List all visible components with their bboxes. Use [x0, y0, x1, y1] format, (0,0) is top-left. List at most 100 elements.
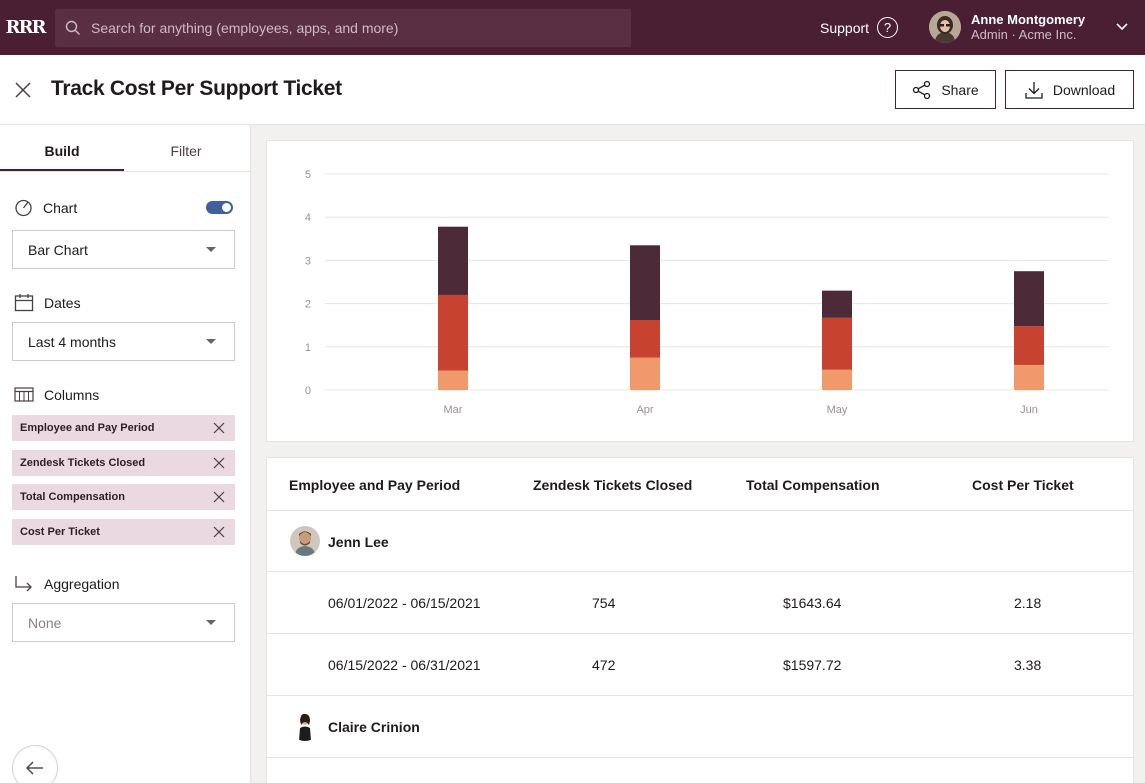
chart-label: Chart	[43, 199, 78, 216]
top-nav-bar: RRR Support ? Anne Montgomery Admin · Ac…	[0, 0, 1145, 55]
tickets-cell: 754	[592, 595, 616, 611]
search-input[interactable]	[91, 20, 611, 36]
sidebar-tabs: Build Filter	[0, 125, 250, 172]
column-header-employee[interactable]: Employee and Pay Period	[289, 477, 461, 493]
chart-type-value: Bar Chart	[28, 241, 88, 258]
help-icon: ?	[877, 17, 899, 38]
data-table: Employee and Pay Period Zendesk Tickets …	[266, 457, 1134, 783]
column-chip: Cost Per Ticket	[12, 519, 235, 545]
y-tick-label: 1	[305, 342, 311, 354]
column-chip: Total Compensation	[12, 484, 235, 510]
column-chip: Employee and Pay Period	[12, 415, 235, 441]
caret-down-icon	[206, 339, 216, 344]
avatar	[290, 711, 320, 741]
dates-select[interactable]: Last 4 months	[12, 322, 235, 361]
close-icon[interactable]	[14, 81, 32, 99]
y-tick-label: 4	[305, 212, 311, 224]
x-tick-label: Apr	[636, 404, 653, 416]
bar-segment[interactable]	[438, 370, 468, 390]
bar-segment[interactable]	[822, 290, 852, 318]
global-search[interactable]	[55, 9, 631, 47]
x-tick-label: Mar	[444, 404, 463, 416]
page-header: Track Cost Per Support Ticket Share Down…	[0, 55, 1145, 125]
bar-segment[interactable]	[1014, 364, 1044, 390]
support-link[interactable]: Support ?	[820, 17, 899, 38]
bar-segment[interactable]	[822, 317, 852, 370]
y-tick-label: 0	[305, 385, 311, 397]
tab-build[interactable]: Build	[0, 125, 124, 171]
bar-segment[interactable]	[438, 294, 468, 371]
remove-icon[interactable]	[213, 457, 225, 469]
pay-period-cell: 06/01/2022 - 06/15/2021	[328, 595, 481, 611]
y-tick-label: 2	[305, 299, 311, 311]
user-role: Admin · Acme Inc.	[971, 27, 1077, 42]
bar-segment[interactable]	[822, 369, 852, 390]
download-label: Download	[1052, 81, 1116, 98]
chart-section-label: Chart	[14, 198, 77, 217]
chevron-down-icon[interactable]	[1115, 20, 1129, 34]
download-button[interactable]: Download	[1005, 70, 1134, 109]
remove-icon[interactable]	[213, 526, 225, 538]
back-button[interactable]	[12, 745, 58, 783]
aggregation-label: Aggregation	[44, 575, 120, 592]
tab-filter[interactable]: Filter	[170, 143, 202, 159]
remove-icon[interactable]	[213, 491, 225, 503]
dates-value: Last 4 months	[28, 333, 116, 350]
cost-cell: 2.18	[1014, 595, 1042, 611]
calendar-icon	[14, 294, 34, 312]
column-header-tickets[interactable]: Zendesk Tickets Closed	[533, 477, 693, 493]
columns-section-label: Columns	[14, 386, 99, 403]
stacked-bar-chart: 0 1 2 3 4 5 Mar Apr May Jun	[305, 169, 1109, 416]
person-photo-icon	[290, 526, 320, 556]
page-title: Track Cost Per Support Ticket	[51, 77, 342, 100]
share-icon	[913, 80, 931, 99]
support-label: Support	[820, 19, 870, 36]
y-tick-label: 3	[305, 255, 311, 267]
bar-segment[interactable]	[630, 320, 660, 358]
avatar	[929, 11, 961, 43]
dates-label: Dates	[44, 294, 81, 311]
app-logo[interactable]: RRR	[5, 17, 47, 38]
bar-segment[interactable]	[438, 226, 468, 295]
column-header-compensation[interactable]: Total Compensation	[746, 477, 880, 493]
share-button[interactable]: Share	[895, 70, 996, 109]
user-name: Anne Montgomery	[971, 12, 1086, 27]
pay-period-cell: 06/15/2022 - 06/31/2021	[328, 657, 481, 673]
bar-segment[interactable]	[630, 357, 660, 390]
x-tick-label: May	[827, 404, 848, 416]
pie-chart-icon	[15, 199, 32, 217]
bar-segment[interactable]	[630, 245, 660, 321]
tickets-cell: 472	[592, 657, 616, 673]
download-icon	[1025, 81, 1043, 99]
aggregation-select[interactable]: None	[12, 603, 235, 642]
group-row[interactable]: Claire Crinion	[267, 695, 1133, 757]
table-columns-icon	[14, 387, 34, 402]
column-header-cost[interactable]: Cost Per Ticket	[972, 477, 1074, 493]
group-row[interactable]: Jenn Lee	[267, 510, 1133, 572]
table-row[interactable]	[267, 757, 1133, 783]
chart-type-select[interactable]: Bar Chart	[12, 230, 235, 269]
toggle-knob	[222, 203, 231, 212]
aggregation-value: None	[28, 614, 62, 631]
column-chip: Zendesk Tickets Closed	[12, 450, 235, 476]
arrow-left-icon	[26, 761, 43, 775]
aggregation-section-label: Aggregation	[14, 574, 120, 593]
compensation-cell: $1597.72	[783, 657, 842, 673]
dates-section-label: Dates	[14, 293, 81, 312]
bar-segment[interactable]	[1014, 271, 1044, 327]
user-menu[interactable]: Anne Montgomery Admin · Acme Inc.	[929, 11, 1085, 43]
bar-segment[interactable]	[1014, 326, 1044, 365]
chart-toggle[interactable]	[206, 201, 233, 214]
cost-cell: 3.38	[1014, 657, 1042, 673]
share-label: Share	[941, 81, 979, 98]
user-photo-icon	[929, 11, 961, 43]
caret-down-icon	[206, 620, 216, 625]
employee-name: Claire Crinion	[328, 719, 420, 735]
y-tick-label: 5	[305, 169, 311, 181]
remove-icon[interactable]	[213, 422, 225, 434]
table-row[interactable]: 06/15/2022 - 06/31/2021 472 $1597.72 3.3…	[267, 633, 1133, 695]
chart-panel: 0 1 2 3 4 5 Mar Apr May Jun	[266, 140, 1134, 442]
table-row[interactable]: 06/01/2022 - 06/15/2021 754 $1643.64 2.1…	[267, 571, 1133, 633]
column-chip-label: Zendesk Tickets Closed	[20, 457, 146, 469]
avatar	[290, 526, 320, 556]
